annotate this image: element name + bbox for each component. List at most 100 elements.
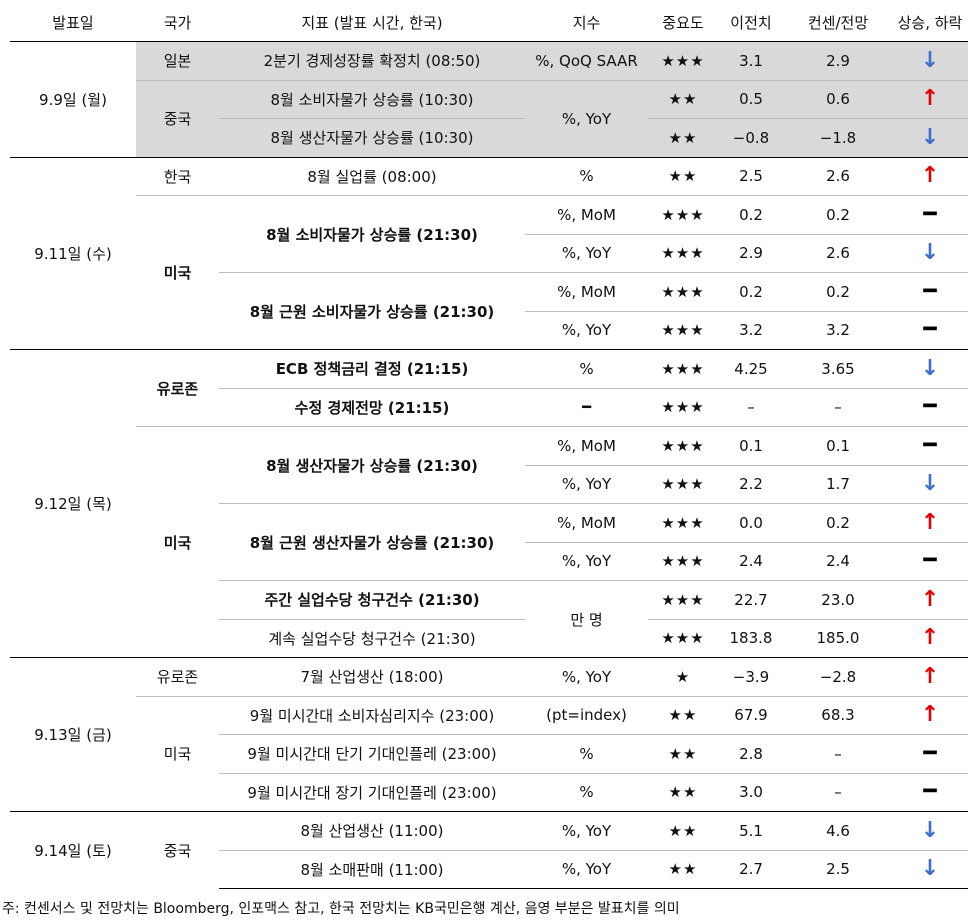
arrow-up-icon: ↑: [920, 702, 940, 728]
unit-cell: ━: [525, 387, 648, 427]
table-row: 9.11일 (수) 한국 8월 실업률 (08:00) % ★★ 2.5 2.6…: [10, 156, 968, 350]
unit-cell: %: [525, 156, 648, 196]
arrow-up-icon: ↑: [920, 625, 940, 651]
arrow-down-icon: ↓: [920, 471, 940, 497]
forecast-value: 0.2: [784, 195, 892, 234]
importance-stars: ★★: [648, 695, 718, 735]
indicator-cell: 8월 소비자물가 상승률 (10:30): [219, 79, 525, 119]
unit-cell: %, YoY: [525, 849, 648, 889]
header-direction: 상승, 하락: [892, 3, 968, 42]
dash-icon: ━: [923, 278, 937, 304]
indicator-cell: 2분기 경제성장률 확정치 (08:50): [219, 41, 525, 80]
forecast-value: 2.5: [784, 849, 892, 889]
previous-value: 0.5: [718, 79, 784, 119]
table-row: %, YoY ★★★ 2.9 2.6 ↓: [10, 233, 968, 273]
indicator-cell: 9월 미시간대 소비자심리지수 (23:00): [219, 695, 525, 735]
importance-stars: ★★: [648, 156, 718, 196]
table-row: 미국 8월 생산자물가 상승률 (21:30) %, MoM ★★★ 0.1 0…: [10, 426, 968, 658]
previous-value: 67.9: [718, 695, 784, 735]
previous-value: 3.1: [718, 41, 784, 80]
header-country: 국가: [136, 3, 219, 42]
previous-value: 2.9: [718, 233, 784, 273]
forecast-value: –: [784, 772, 892, 812]
date-cell: 9.13일 (금): [10, 657, 136, 812]
header-indicator: 지표 (발표 시간, 한국): [219, 3, 525, 42]
date-cell: 9.12일 (목): [10, 349, 136, 658]
previous-value: 3.0: [718, 772, 784, 812]
header-importance: 중요도: [648, 3, 718, 42]
unit-cell: %, MoM: [525, 426, 648, 465]
importance-stars: ★★: [648, 734, 718, 773]
indicator-cell: 8월 근원 소비자물가 상승률 (21:30): [219, 272, 525, 350]
table-row: 수정 경제전망 (21:15) ━ ★★★ – – ━: [10, 387, 968, 427]
forecast-value: –: [784, 734, 892, 773]
header-forecast: 컨센/전망: [784, 3, 892, 42]
unit-cell: %: [525, 349, 648, 388]
table-row: 9.13일 (금) 유로존 7월 산업생산 (18:00) %, YoY ★ −…: [10, 657, 968, 812]
importance-stars: ★: [648, 657, 718, 696]
arrow-down-icon: ↓: [920, 817, 940, 843]
table-row: %, YoY ★★★ 3.2 3.2 ━: [10, 310, 968, 350]
table-row: 8월 생산자물가 상승률 (10:30) ★★ −0.8 −1.8 ↓: [10, 118, 968, 158]
indicator-cell: 9월 미시간대 장기 기대인플레 (23:00): [219, 772, 525, 812]
arrow-down-icon: ↓: [920, 124, 940, 150]
indicator-cell: 8월 근원 생산자물가 상승률 (21:30): [219, 503, 525, 581]
forecast-value: 0.2: [784, 272, 892, 311]
forecast-value: −2.8: [784, 657, 892, 696]
forecast-value: 2.6: [784, 233, 892, 273]
importance-stars: ★★★: [648, 387, 718, 427]
indicator-cell: 7월 산업생산 (18:00): [219, 657, 525, 696]
dash-icon: ━: [923, 740, 937, 766]
unit-cell: %, YoY: [525, 541, 648, 581]
previous-value: 0.2: [718, 195, 784, 234]
dash-icon: ━: [923, 432, 937, 458]
forecast-value: 3.2: [784, 310, 892, 350]
forecast-value: 0.1: [784, 426, 892, 465]
indicator-cell: 계속 실업수당 청구건수 (21:30): [219, 618, 525, 658]
previous-value: 5.1: [718, 811, 784, 850]
country-cell: 미국: [136, 695, 219, 812]
importance-stars: ★★★: [648, 41, 718, 80]
table-row: %, YoY ★★★ 2.4 2.4 ━: [10, 541, 968, 581]
forecast-value: 1.7: [784, 464, 892, 504]
importance-stars: ★★★: [648, 349, 718, 388]
unit-cell: %, MoM: [525, 503, 648, 542]
indicator-cell: 수정 경제전망 (21:15): [219, 387, 525, 427]
importance-stars: ★★★: [648, 272, 718, 311]
importance-stars: ★★★: [648, 426, 718, 465]
importance-stars: ★★: [648, 849, 718, 889]
indicator-cell: 8월 실업률 (08:00): [219, 156, 525, 196]
table-row: 미국 9월 미시간대 소비자심리지수 (23:00) (pt=index) ★★…: [10, 695, 968, 812]
forecast-value: 0.2: [784, 503, 892, 542]
unit-cell: %, MoM: [525, 272, 648, 311]
importance-stars: ★★: [648, 811, 718, 850]
header-unit: 지수: [525, 3, 648, 42]
unit-cell: %, YoY: [525, 233, 648, 273]
forecast-value: –: [784, 387, 892, 427]
table-row: 중국 8월 소비자물가 상승률 (10:30) %, YoY ★★ 0.5 0.…: [10, 79, 968, 157]
country-cell: 유로존: [136, 657, 219, 696]
previous-value: 3.2: [718, 310, 784, 350]
unit-cell: %, YoY: [525, 811, 648, 850]
importance-stars: ★★★: [648, 233, 718, 273]
table-row: 9월 미시간대 장기 기대인플레 (23:00) % ★★ 3.0 – ━: [10, 772, 968, 812]
arrow-up-icon: ↑: [920, 86, 940, 112]
footnote: 주: 컨센서스 및 전망치는 Bloomberg, 인포맥스 참고, 한국 전망…: [2, 901, 680, 917]
importance-stars: ★★★: [648, 580, 718, 619]
country-cell: 일본: [136, 41, 219, 80]
previous-value: 0.2: [718, 272, 784, 311]
table-row: 8월 소매판매 (11:00) %, YoY ★★ 2.7 2.5 ↓: [10, 849, 968, 889]
dash-icon: ━: [923, 201, 937, 227]
forecast-value: 185.0: [784, 618, 892, 658]
previous-value: 2.4: [718, 541, 784, 581]
indicator-cell: 8월 생산자물가 상승률 (10:30): [219, 118, 525, 158]
arrow-down-icon: ↓: [920, 47, 940, 73]
date-cell: 9.14일 (토): [10, 811, 136, 889]
importance-stars: ★★★: [648, 310, 718, 350]
importance-stars: ★★: [648, 79, 718, 119]
importance-stars: ★★★: [648, 195, 718, 234]
importance-stars: ★★★: [648, 618, 718, 658]
date-cell: 9.9일 (월): [10, 41, 136, 157]
previous-value: 183.8: [718, 618, 784, 658]
table-row: 9월 미시간대 단기 기대인플레 (23:00) % ★★ 2.8 – ━: [10, 734, 968, 773]
